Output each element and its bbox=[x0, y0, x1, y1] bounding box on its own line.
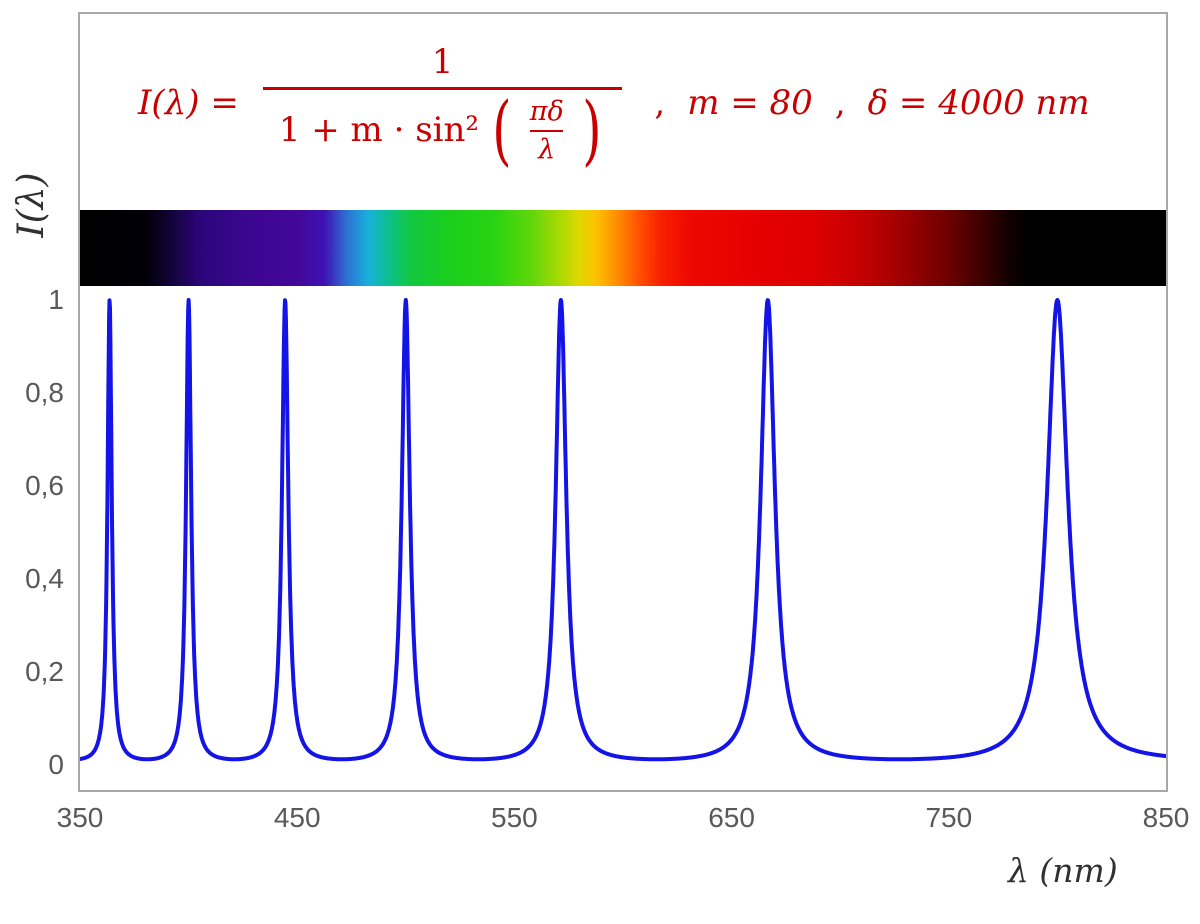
formula-denominator: 1 + m · sin² ( πδ λ ) bbox=[262, 84, 623, 174]
formula-main-fraction: 1 1 + m · sin² ( πδ λ ) bbox=[262, 41, 623, 174]
right-paren: ) bbox=[581, 84, 602, 174]
y-tick-label: 0,6 bbox=[25, 470, 64, 501]
x-axis-title: λ (nm) bbox=[1008, 851, 1118, 890]
x-tick-label: 550 bbox=[491, 802, 538, 833]
curve-path bbox=[80, 298, 1166, 762]
formula-comma: , bbox=[654, 83, 666, 123]
formula-param-m: m = 80 bbox=[687, 83, 813, 123]
formula-denominator-prefix: 1 + m · sin² bbox=[278, 110, 480, 150]
x-tick-label: 750 bbox=[925, 802, 973, 833]
formula: I(λ) = 1 1 + m · sin² ( πδ λ ) , m = 80 … bbox=[138, 28, 1090, 178]
formula-lhs: I(λ) = bbox=[138, 83, 239, 123]
y-tick-label: 0,8 bbox=[25, 377, 64, 408]
spectrum-bar bbox=[80, 210, 1166, 286]
x-tick-label: 350 bbox=[56, 802, 104, 833]
x-tick-label: 650 bbox=[708, 802, 755, 833]
inner-numerator: πδ bbox=[529, 95, 564, 127]
formula-param-delta: δ = 4000 nm bbox=[867, 83, 1090, 123]
y-tick-label: 0 bbox=[48, 749, 64, 780]
inner-denominator: λ bbox=[530, 129, 564, 165]
plot-frame: I(λ) = 1 1 + m · sin² ( πδ λ ) , m = 80 … bbox=[78, 12, 1168, 792]
x-tick-label: 850 bbox=[1142, 802, 1190, 833]
y-tick-label: 0,2 bbox=[25, 656, 64, 687]
formula-numerator: 1 bbox=[431, 41, 454, 82]
y-tick-label: 1 bbox=[48, 284, 64, 315]
formula-comma: , bbox=[834, 83, 846, 123]
left-paren: ( bbox=[492, 84, 512, 174]
curve-plot bbox=[80, 298, 1166, 762]
y-axis-title: I(λ) bbox=[11, 172, 52, 238]
formula-inner-fraction: πδ λ bbox=[525, 96, 569, 165]
y-tick-label: 0,4 bbox=[25, 563, 64, 594]
x-tick-label: 450 bbox=[273, 802, 321, 833]
